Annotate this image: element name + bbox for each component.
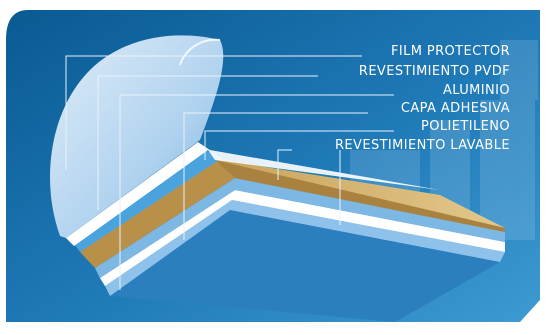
layer-capa-adhesiva-bottom [95,178,505,278]
leader-line-adhesiva [183,112,368,240]
layer-aluminio-bottom [100,190,505,286]
leader-lines [65,55,394,290]
layer-lavable-edge [105,200,505,296]
leader-line-lavable [277,149,292,180]
leader-line-polietileno [204,130,394,160]
layer-capa-adhesiva [74,150,222,252]
leader-line-aluminio [119,94,394,290]
layer-film-protector [50,35,224,239]
label-revestimiento-lavable: REVESTIMIENTO LAVABLE [334,138,510,153]
label-aluminio: ALUMINIO [442,83,510,98]
layer-lavable-face [110,210,500,322]
label-polietileno: POLIETILENO [421,119,510,134]
leader-line-film-protector [65,55,362,170]
label-film-protector: FILM PROTECTOR [390,44,510,59]
label-capa-adhesiva: CAPA ADHESIVA [400,101,510,116]
layer-polietileno-shade [215,160,505,232]
layer-polietileno-side [80,160,505,268]
label-revestimiento-pvdf: REVESTIMIENTO PVDF [358,64,510,79]
layer-polietileno-top [210,158,505,228]
film-curl-highlight [179,38,221,66]
leader-line-pvdf [97,75,318,210]
layer-revestimiento-pvdf [66,142,208,246]
